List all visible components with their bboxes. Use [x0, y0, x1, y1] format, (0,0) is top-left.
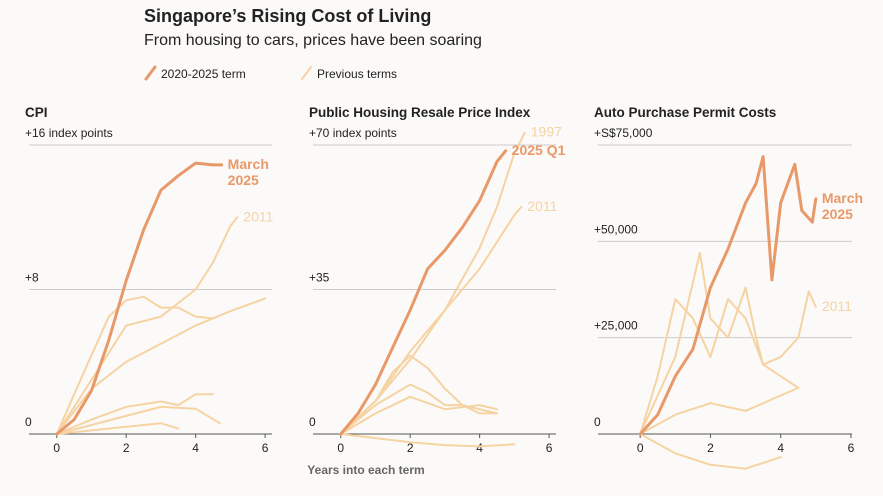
panel-title: Public Housing Resale Price Index	[309, 105, 531, 120]
legend-marker	[144, 65, 157, 81]
series-line	[639, 386, 800, 435]
x-tick-label: 6	[848, 441, 855, 455]
series-label: 2011	[527, 198, 557, 214]
series-line	[55, 161, 224, 436]
x-tick-label: 2	[707, 441, 714, 455]
series-line	[55, 422, 180, 435]
legend-marker	[301, 66, 312, 80]
lines	[339, 131, 526, 448]
y-tick-label: +8	[25, 271, 39, 285]
panel-title: CPI	[25, 105, 48, 120]
y-tick-label: 0	[309, 415, 316, 429]
chart-title: Singapore’s Rising Cost of Living	[144, 6, 431, 26]
x-axis-label: Years into each term	[307, 463, 424, 477]
x-tick-label: 2	[123, 441, 130, 455]
series-line	[339, 131, 526, 435]
series-line	[639, 251, 800, 435]
x-tick-label: 4	[777, 441, 784, 455]
y-tick-label: +50,000	[594, 222, 638, 236]
x-tick-label: 6	[262, 441, 269, 455]
series-line	[55, 295, 214, 435]
series-label: 2025 Q1	[512, 142, 566, 158]
x-tick-label: 0	[637, 441, 644, 455]
series-line	[55, 405, 221, 435]
x-tick-label: 4	[476, 441, 483, 455]
series-label: 2025	[228, 172, 259, 188]
x-tick-label: 0	[53, 441, 60, 455]
series-label: 2011	[243, 208, 273, 224]
x-tick-label: 6	[546, 441, 553, 455]
series-line	[339, 383, 498, 435]
series-line	[639, 290, 817, 435]
x-tick-label: 4	[192, 441, 199, 455]
y-tick-label: +25,000	[594, 319, 638, 333]
series-line	[339, 433, 516, 448]
series-line	[639, 433, 782, 470]
y-tick-label: +35	[309, 271, 330, 285]
y-tick-label: 0	[594, 415, 601, 429]
series-line	[339, 395, 498, 435]
series-label: 2025	[822, 206, 853, 222]
legend-label: 2020-2025 term	[161, 67, 246, 81]
legend-label: Previous terms	[317, 67, 397, 81]
lines	[638, 155, 818, 470]
y-tick-label: 0	[25, 415, 32, 429]
lines	[55, 161, 267, 436]
x-tick-label: 0	[337, 441, 344, 455]
series-line	[339, 149, 508, 436]
series-label: March	[228, 156, 269, 172]
series-line	[339, 354, 498, 435]
panel-title: Auto Purchase Permit Costs	[594, 105, 776, 120]
series-line	[55, 393, 214, 435]
y-tick-label: +S$75,000	[594, 126, 653, 140]
series-label: March	[822, 190, 863, 206]
series-line	[638, 155, 818, 436]
series-line	[55, 297, 267, 435]
y-tick-label: +70 index points	[309, 126, 397, 140]
series-label: 1997	[531, 124, 562, 140]
chart-subtitle: From housing to cars, prices have been s…	[144, 32, 482, 49]
x-tick-label: 2	[407, 441, 414, 455]
series-label: 2011	[822, 298, 852, 314]
y-tick-label: +16 index points	[25, 126, 113, 140]
